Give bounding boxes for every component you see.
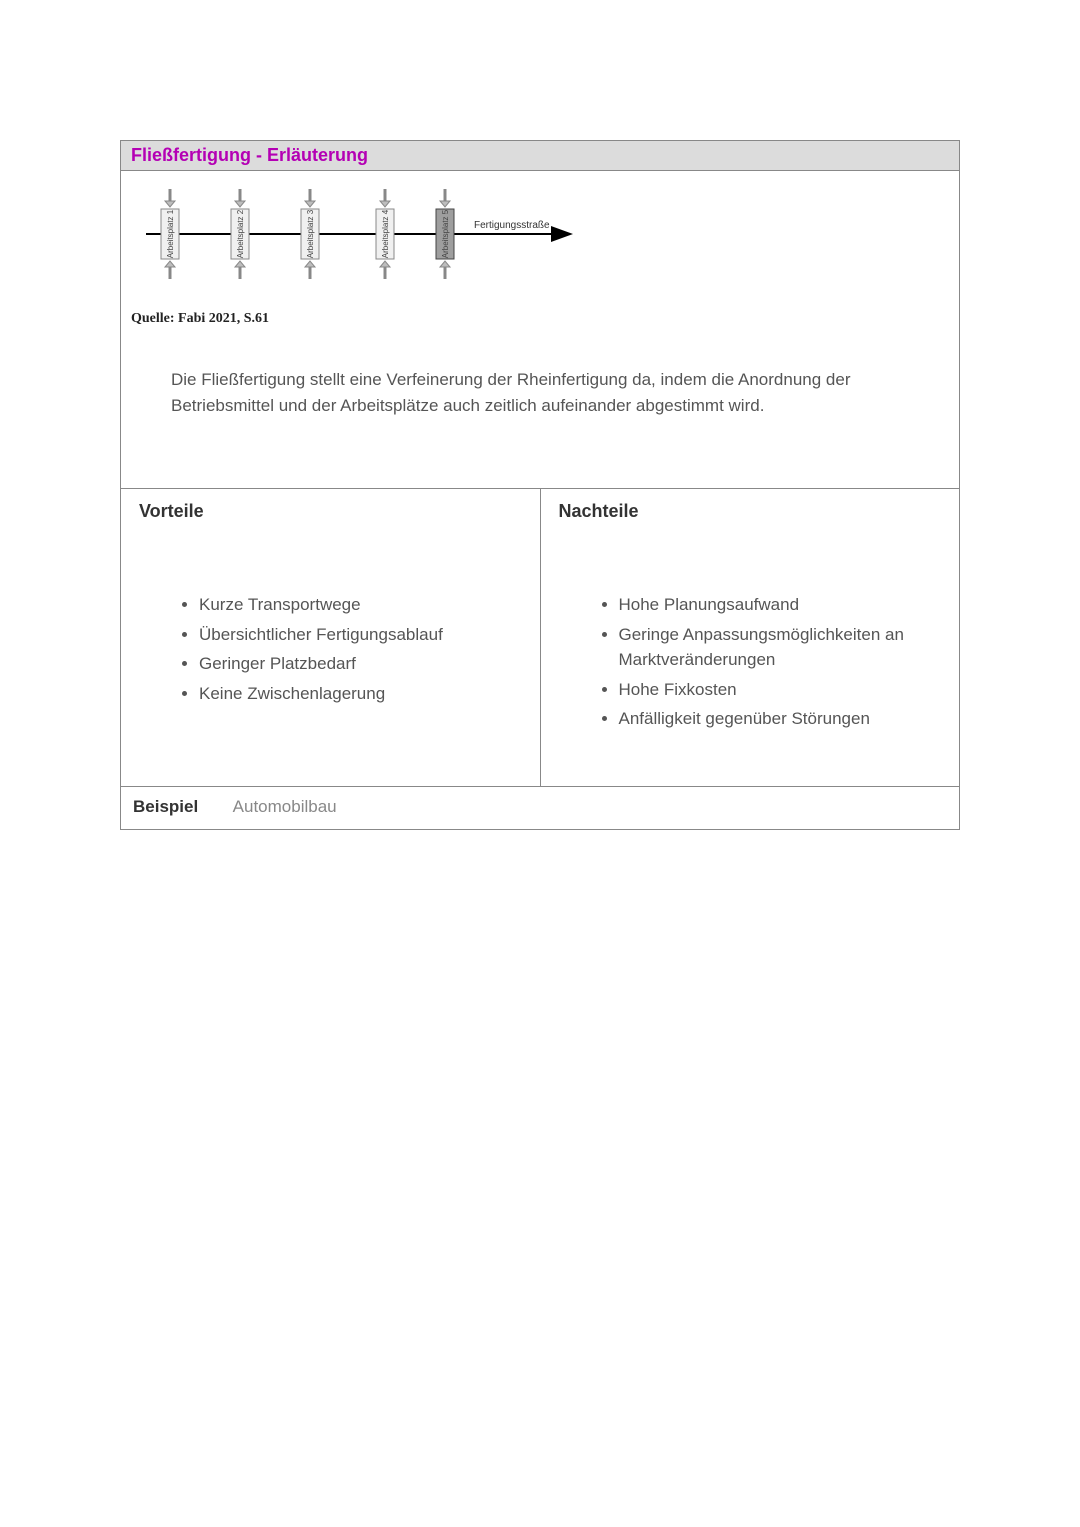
pros-column: Vorteile Kurze Transportwege Übersichtlic… xyxy=(121,489,541,786)
page-title: Fließfertigung - Erläuterung xyxy=(131,145,368,165)
title-bar: Fließfertigung - Erläuterung xyxy=(121,141,959,171)
svg-text:Arbeitsplatz 4: Arbeitsplatz 4 xyxy=(381,209,390,258)
list-item: Kurze Transportwege xyxy=(199,592,522,618)
list-item: Anfälligkeit gegenüber Störungen xyxy=(619,706,942,732)
list-item: Geringe Anpassungsmöglichkeiten an Markt… xyxy=(619,622,942,673)
example-row: Beispiel Automobilbau xyxy=(121,787,959,829)
description-text: Die Fließfertigung stellt eine Verfeiner… xyxy=(121,357,959,488)
list-item: Geringer Platzbedarf xyxy=(199,651,522,677)
svg-text:Arbeitsplatz 5: Arbeitsplatz 5 xyxy=(441,209,450,258)
list-item: Hohe Fixkosten xyxy=(619,677,942,703)
source-citation: Quelle: Fabi 2021, S.61 xyxy=(121,305,959,357)
page: Fließfertigung - Erläuterung Fertigungss… xyxy=(0,0,1080,830)
svg-text:Fertigungsstraße: Fertigungsstraße xyxy=(474,220,550,231)
svg-text:Arbeitsplatz 2: Arbeitsplatz 2 xyxy=(236,209,245,258)
list-item: Keine Zwischenlagerung xyxy=(199,681,522,707)
cons-list: Hohe Planungsaufwand Geringe Anpassungsmö… xyxy=(559,592,942,732)
example-value: Automobilbau xyxy=(233,797,337,816)
svg-text:Arbeitsplatz 1: Arbeitsplatz 1 xyxy=(166,209,175,258)
production-line-diagram: Fertigungsstraße Arbeitsplatz 1 Arbeitspla… xyxy=(131,179,581,289)
cons-column: Nachteile Hohe Planungsaufwand Geringe An… xyxy=(541,489,960,786)
list-item: Übersichtlicher Fertigungsablauf xyxy=(199,622,522,648)
pros-list: Kurze Transportwege Übersichtlicher Ferti… xyxy=(139,592,522,706)
main-container: Fließfertigung - Erläuterung Fertigungss… xyxy=(120,140,960,830)
diagram-section: Fertigungsstraße Arbeitsplatz 1 Arbeitspla… xyxy=(121,171,959,305)
pros-cons-row: Vorteile Kurze Transportwege Übersichtlic… xyxy=(121,488,959,787)
svg-text:Arbeitsplatz 3: Arbeitsplatz 3 xyxy=(306,209,315,258)
list-item: Hohe Planungsaufwand xyxy=(619,592,942,618)
cons-heading: Nachteile xyxy=(559,501,942,522)
example-label: Beispiel xyxy=(133,797,198,817)
pros-heading: Vorteile xyxy=(139,501,522,522)
